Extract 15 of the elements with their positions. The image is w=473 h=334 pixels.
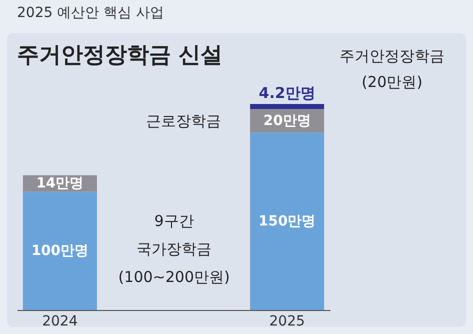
- series-label: 근로장학금: [146, 112, 222, 130]
- data-label: 150만명: [258, 213, 316, 230]
- series-label: 9구간 국가장학금 (100~200만원): [118, 212, 230, 286]
- x-tick-label: 2025: [269, 314, 305, 330]
- bar: [22, 192, 97, 310]
- bar: [250, 104, 324, 109]
- data-label: 4.2만명: [258, 84, 316, 102]
- chart-title: 주거안정장학금 신설: [17, 42, 223, 70]
- x-tick-label: 2024: [42, 314, 78, 330]
- data-label: 20만명: [263, 112, 311, 129]
- data-label: 100만명: [31, 242, 89, 259]
- chart-subtitle: 2025 예산안 핵심 사업: [17, 4, 164, 22]
- bar: [250, 132, 324, 310]
- data-label: 14만명: [36, 175, 84, 192]
- series-label: 주거안정장학금 (20만원): [340, 47, 445, 91]
